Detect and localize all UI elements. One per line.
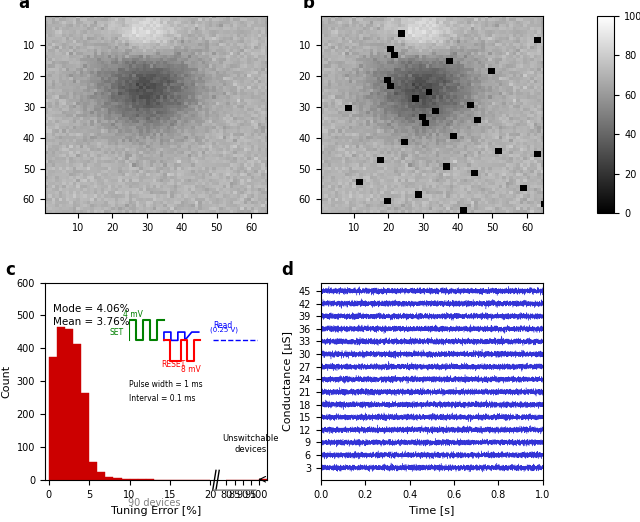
X-axis label: Tuning Error [%]: Tuning Error [%] xyxy=(111,505,201,516)
Text: Mode = 4.06%: Mode = 4.06% xyxy=(53,304,129,314)
Bar xyxy=(97,472,106,480)
Y-axis label: Conductance [μS]: Conductance [μS] xyxy=(283,331,293,431)
Text: d: d xyxy=(281,260,292,279)
Bar xyxy=(259,479,267,480)
Bar xyxy=(122,479,129,480)
Text: a: a xyxy=(18,0,29,11)
Text: b: b xyxy=(303,0,315,11)
Bar xyxy=(81,393,89,480)
Bar xyxy=(73,343,81,480)
Bar xyxy=(89,462,97,480)
Bar xyxy=(113,478,122,480)
Text: 90 devices: 90 devices xyxy=(127,499,180,508)
Bar xyxy=(65,329,73,480)
Bar xyxy=(49,357,57,480)
Bar xyxy=(106,477,113,480)
Text: Unswitchable
devices: Unswitchable devices xyxy=(223,434,279,454)
X-axis label: Time [s]: Time [s] xyxy=(409,505,454,516)
Bar xyxy=(57,327,65,480)
Bar xyxy=(138,479,146,480)
Text: c: c xyxy=(5,260,15,279)
Text: Mean = 3.76%: Mean = 3.76% xyxy=(53,317,129,327)
Bar xyxy=(129,479,138,480)
Bar xyxy=(146,479,154,480)
Y-axis label: Count: Count xyxy=(1,365,11,398)
